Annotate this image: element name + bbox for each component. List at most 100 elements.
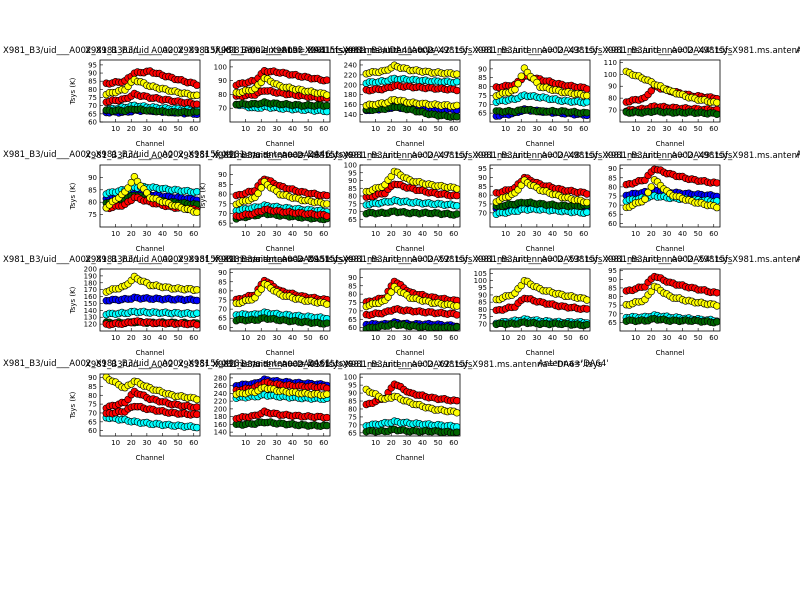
x-axis-label: Channel (266, 454, 295, 462)
data-point (323, 390, 330, 398)
x-tick-label: 60 (189, 230, 198, 238)
x-tick-label: 10 (111, 125, 120, 133)
y-tick-label: 90 (348, 390, 357, 398)
x-tick-label: 20 (257, 439, 266, 447)
subplot-title: X981_B3/uid___A002_X9815f_X981.ms.antenn… (605, 151, 800, 161)
x-tick-label: 50 (174, 334, 183, 342)
data-point (713, 179, 720, 187)
x-axis-label: Channel (526, 245, 555, 253)
x-tick-label: 60 (189, 334, 198, 342)
y-tick-label: 80 (218, 91, 227, 99)
y-tick-label: 85 (348, 398, 357, 406)
data-point (641, 195, 649, 203)
y-tick-label: 60 (218, 324, 227, 332)
subplot-grid: 10 20 30 40 50 606065707580859095ChannelTsys … (69, 46, 800, 462)
y-tick-label: 140 (214, 429, 227, 437)
y-tick-label: 95 (478, 165, 487, 173)
data-point (323, 300, 330, 308)
y-tick-label: 85 (478, 299, 487, 307)
y-tick-label: 70 (218, 105, 227, 113)
stray-right-row3: A (796, 255, 800, 265)
y-tick-label: 90 (218, 77, 227, 85)
stray-title-row1: X981_B3/uid___A002_X981_B3/uid___A002_X9… (3, 46, 353, 56)
x-tick-label: 40 (678, 230, 687, 238)
subplot-title: X981_B3/uid___A002_X9815f_X981.ms.antenn… (215, 360, 473, 370)
y-tick-label: 70 (88, 102, 97, 110)
x-tick-label: 20 (257, 230, 266, 238)
data-point (323, 101, 330, 110)
x-tick-label: 10 (371, 125, 380, 133)
x-tick-label: 50 (564, 125, 573, 133)
x-axis-label: Channel (266, 245, 295, 253)
x-tick-label: 50 (564, 334, 573, 342)
data-point (511, 85, 519, 94)
data-point (583, 320, 590, 329)
data-point (583, 91, 590, 100)
y-tick-label: 90 (608, 83, 617, 91)
y-tick-label: 85 (348, 185, 357, 193)
x-axis-label: Channel (526, 349, 555, 357)
y-tick-label: 160 (84, 293, 97, 301)
x-tick-label: 20 (647, 125, 656, 133)
axes-frame (99, 59, 201, 123)
data-point (254, 189, 262, 198)
x-tick-label: 20 (517, 230, 526, 238)
x-tick-label: 20 (517, 125, 526, 133)
y-tick-label: 85 (478, 74, 487, 82)
data-point (583, 208, 590, 216)
data-point (453, 113, 460, 121)
y-tick-label: 90 (608, 165, 617, 173)
x-tick-label: 50 (564, 230, 573, 238)
data-point (583, 198, 590, 207)
subplot-title: X981_B3/uid___A002_X9815f_X981.ms.antenn… (215, 255, 473, 265)
x-tick-label: 50 (304, 439, 313, 447)
y-tick-label: 75 (88, 211, 97, 219)
axes-frame (359, 373, 461, 437)
y-tick-label: 140 (344, 111, 357, 119)
data-points (232, 66, 330, 116)
x-tick-label: 30 (662, 334, 671, 342)
x-tick-label: 30 (402, 439, 411, 447)
data-points (362, 380, 460, 436)
y-tick-label: 70 (478, 320, 487, 328)
x-tick-label: 40 (158, 230, 167, 238)
subplot-13: 10 20 30 40 50 6060657075808590ChannelX981_B3… (345, 255, 603, 357)
x-tick-label: 10 (241, 230, 250, 238)
y-tick-label: 65 (88, 110, 97, 118)
data-point (583, 296, 590, 304)
axes-frame (619, 268, 721, 332)
x-tick-label: 50 (304, 230, 313, 238)
x-axis-label: Channel (136, 245, 165, 253)
subplot-9: 10 20 30 40 50 60707580859095ChannelX981_B3/u… (475, 151, 733, 253)
axes-frame (229, 373, 331, 437)
x-tick-label: 50 (434, 439, 443, 447)
y-tick-label: 160 (214, 421, 227, 429)
x-axis-label: Channel (136, 349, 165, 357)
y-tick-label: 75 (348, 299, 357, 307)
y-tick-label: 85 (348, 282, 357, 290)
data-point (193, 188, 200, 196)
y-tick-label: 75 (348, 200, 357, 208)
y-tick-label: 75 (88, 94, 97, 102)
y-tick-label: 90 (478, 174, 487, 182)
data-point (323, 191, 330, 200)
axes-frame (359, 59, 461, 123)
x-tick-label: 30 (142, 439, 151, 447)
x-tick-label: 40 (548, 334, 557, 342)
axes-frame (229, 164, 331, 228)
x-tick-label: 50 (694, 230, 703, 238)
x-tick-label: 60 (579, 334, 588, 342)
data-point (453, 185, 460, 193)
data-point (583, 109, 590, 117)
data-point (453, 302, 460, 310)
x-tick-label: 30 (272, 125, 281, 133)
data-point (453, 311, 460, 319)
data-points (492, 64, 590, 120)
y-tick-label: 85 (478, 183, 487, 191)
y-tick-label: 80 (88, 392, 97, 400)
y-tick-label: 80 (608, 183, 617, 191)
